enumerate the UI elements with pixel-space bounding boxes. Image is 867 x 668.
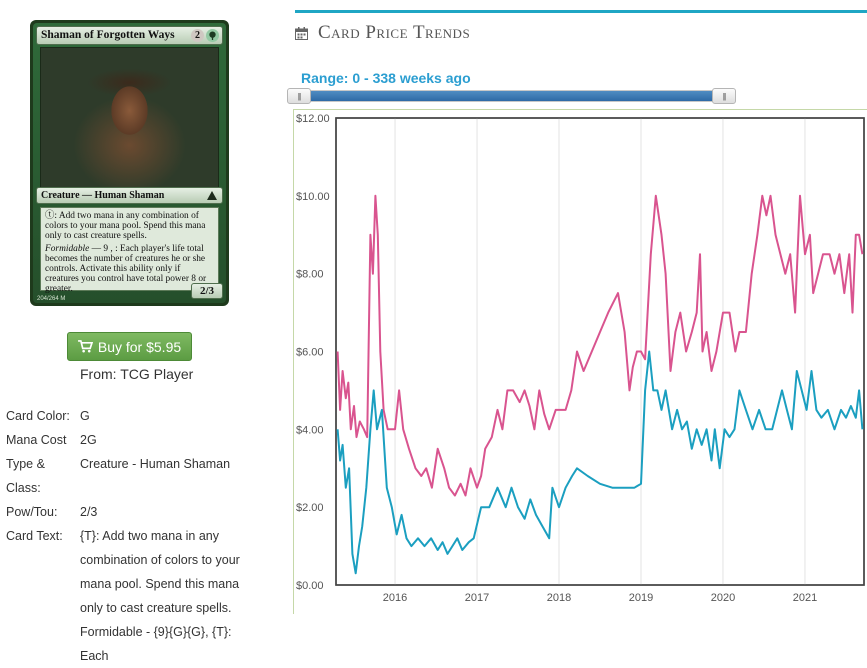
calendar-icon — [295, 26, 308, 40]
range-slider-selection[interactable] — [300, 91, 724, 101]
section-divider — [295, 10, 867, 13]
price-series-line-2 — [336, 350, 864, 575]
tap-symbol-icon: ⓣ — [45, 211, 55, 221]
detail-row-color: Card Color: G — [6, 409, 90, 423]
y-tick-label: $6.00 — [296, 347, 324, 359]
price-chart-svg: 2016 2017 2018 2019 2020 2021 $0.00 $2.00 $4.00 $… — [296, 113, 865, 604]
y-tick-label: $10.00 — [296, 191, 330, 203]
rules-ability-2: Formidable — 9 , : Each player's life to… — [45, 244, 207, 294]
card-rules-text: ⓣ: Add two mana in any combination of co… — [40, 207, 219, 294]
range-label: Range: 0 - 338 weeks ago — [301, 70, 471, 86]
x-tick-label: 2017 — [465, 592, 489, 604]
card-type-line: Creature — Human Shaman — [41, 190, 165, 201]
x-tick-label: 2019 — [629, 592, 653, 604]
detail-row-card-text: Card Text: {T}: Add two mana in any comb… — [6, 529, 240, 663]
mana-symbol-green — [206, 29, 219, 42]
rules-ability-1: ⓣ: Add two mana in any combination of co… — [45, 211, 206, 241]
x-tick-label: 2021 — [793, 592, 817, 604]
mana-cost-symbols: 2 — [191, 29, 219, 42]
card-details-table: Card Color: G Mana Cost 2G Type & Class:… — [6, 404, 252, 668]
power-toughness-box: 2/3 — [191, 283, 223, 299]
shopping-cart-icon — [77, 340, 93, 353]
y-tick-label: $2.00 — [296, 502, 324, 514]
price-chart: 2016 2017 2018 2019 2020 2021 $0.00 $2.00 $4.00 $… — [293, 109, 867, 614]
detail-row-mana-cost: Mana Cost 2G — [6, 433, 97, 447]
plot-border — [335, 117, 865, 586]
price-series-line-1 — [336, 194, 864, 497]
buy-button[interactable]: Buy for $5.95 — [67, 332, 192, 361]
range-slider-handle-start[interactable]: ||| — [287, 88, 311, 104]
range-slider-handle-end[interactable]: ||| — [712, 88, 736, 104]
detail-row-pow-tou: Pow/Tou: 2/3 — [6, 505, 98, 519]
card-name-bar: Shaman of Forgotten Ways 2 — [36, 26, 223, 45]
card-frame: Shaman of Forgotten Ways 2 Creature — Hu… — [33, 23, 226, 303]
y-tick-label: $0.00 — [296, 580, 324, 592]
mana-symbol-generic: 2 — [191, 29, 204, 42]
tree-icon — [209, 31, 216, 40]
collector-number: 204/264 M — [37, 296, 66, 302]
section-title: Card Price Trends — [318, 22, 471, 43]
vendor-label: From: TCG Player — [80, 366, 194, 382]
set-symbol-icon — [207, 191, 217, 200]
y-tick-label: $4.00 — [296, 424, 324, 436]
card-type-bar: Creature — Human Shaman — [36, 187, 223, 204]
buy-button-label: Buy for $5.95 — [97, 338, 182, 355]
card-artwork — [40, 47, 219, 188]
card-image: Shaman of Forgotten Ways 2 Creature — Hu… — [30, 20, 229, 306]
price-trends-header: Card Price Trends — [295, 22, 470, 44]
card-name: Shaman of Forgotten Ways — [41, 29, 175, 41]
x-tick-label: 2016 — [383, 592, 407, 604]
plot-area — [335, 117, 865, 586]
y-tick-label: $12.00 — [296, 113, 330, 125]
detail-row-type: Type & Class: Creature - Human Shaman — [6, 457, 231, 495]
x-tick-label: 2020 — [711, 592, 735, 604]
y-tick-label: $8.00 — [296, 269, 324, 281]
x-tick-label: 2018 — [547, 592, 571, 604]
